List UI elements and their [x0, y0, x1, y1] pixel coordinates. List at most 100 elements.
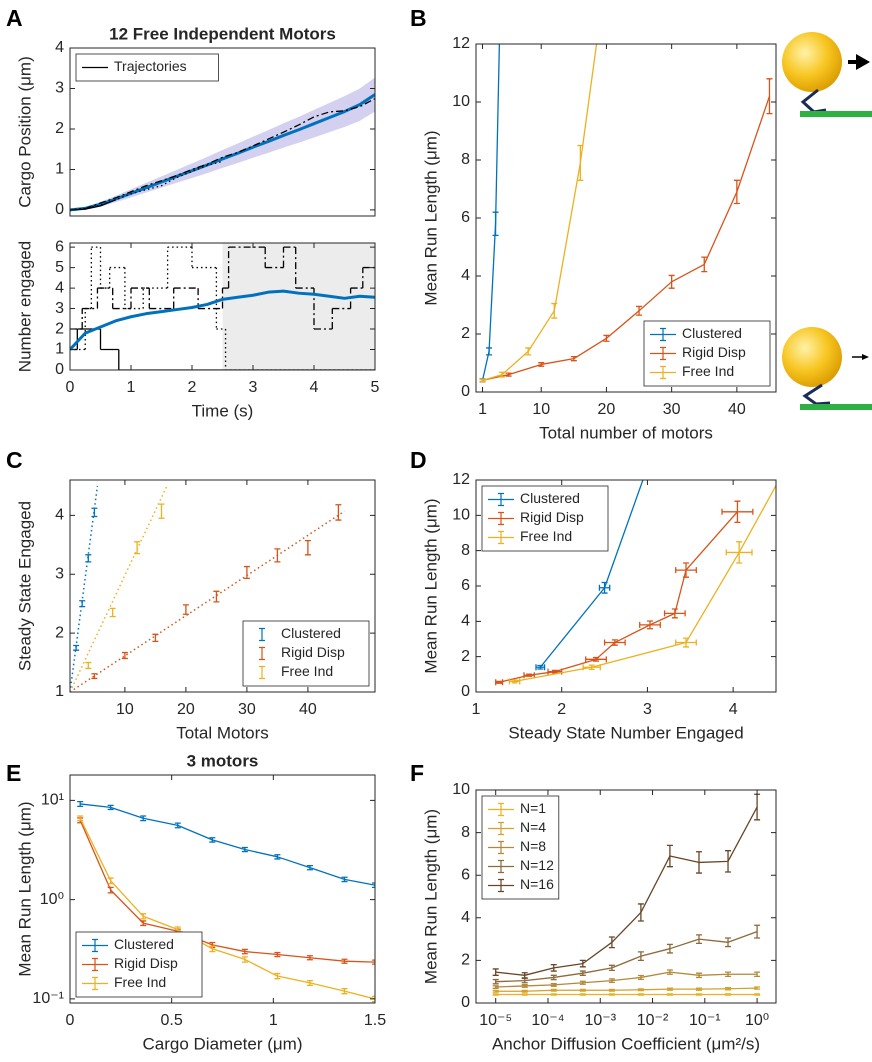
error-bar	[695, 987, 702, 991]
error-bar	[695, 934, 702, 945]
x-axis-label: Total Motors	[176, 723, 269, 742]
plot-area	[77, 801, 375, 1003]
x-error-bar	[535, 664, 546, 671]
x-tick-label: 10⁻⁵	[479, 1012, 512, 1029]
y-tick-label: 1	[55, 341, 64, 358]
legend-label: Free Ind	[114, 974, 166, 990]
legend: Clustered Rigid Disp Free Ind	[643, 320, 771, 387]
legend-errorbar	[498, 530, 504, 545]
error-bar	[492, 993, 499, 996]
error-bar	[579, 970, 586, 976]
x-tick-label: 40	[299, 701, 317, 718]
x-tick-label: 10⁻⁴	[531, 1012, 564, 1029]
error-bar	[637, 903, 644, 922]
x-tick-label: 2	[188, 379, 197, 396]
x-tick-label: 10⁰	[745, 1012, 769, 1029]
line	[495, 806, 758, 976]
error-bar	[603, 334, 610, 342]
y-axis-label: Steady State Engaged	[15, 501, 34, 671]
y-tick-label: 3	[55, 80, 64, 97]
legend-label: Clustered	[114, 936, 174, 952]
error-bar	[306, 979, 313, 987]
axes-frame	[475, 789, 777, 1004]
error-bar	[486, 347, 493, 356]
error-bar	[140, 913, 147, 920]
legend-errorbar	[498, 859, 504, 874]
error-bar	[570, 355, 577, 362]
line	[79, 820, 375, 963]
error-bar	[107, 886, 114, 894]
y-tick-label: 10	[452, 507, 470, 524]
error-bar	[274, 972, 281, 980]
error-bar	[91, 673, 98, 680]
error-bar	[637, 974, 644, 981]
legend-label: N=8	[520, 838, 546, 854]
error-bar	[241, 846, 248, 853]
error-bar	[341, 987, 348, 995]
legend-label: Trajectories	[114, 58, 187, 74]
x-error-bar	[598, 584, 611, 591]
legend-errorbar	[259, 627, 265, 642]
panel-label: B	[410, 5, 427, 31]
error-bar	[274, 548, 281, 563]
error-bar	[579, 959, 586, 968]
y-axis-label: Cargo Position (μm)	[15, 56, 34, 208]
legend-errorbar	[92, 957, 98, 972]
x-axis-label: Total number of motors	[539, 423, 713, 442]
error-bar	[505, 372, 512, 377]
x-error-bar	[547, 668, 563, 675]
y-tick-label: 4	[55, 507, 64, 524]
x-error-bar	[585, 656, 607, 663]
legend-label: Rigid Disp	[114, 955, 178, 971]
x-tick-label: 3	[643, 701, 652, 718]
error-bar	[608, 988, 615, 992]
legend-errorbar	[498, 492, 504, 507]
y-tick-label: 6	[55, 238, 64, 255]
schematic-bottom	[782, 327, 872, 410]
y-tick-label: 5	[55, 259, 64, 276]
fit-line	[70, 510, 345, 692]
error-bar	[754, 971, 761, 978]
legend-label: Rigid Disp	[281, 644, 345, 660]
error-bar	[492, 968, 499, 976]
error-bar	[335, 504, 342, 521]
error-bar	[521, 972, 528, 979]
shaded-region	[222, 243, 375, 370]
error-bar	[77, 815, 84, 822]
y-tick-label: 12	[452, 35, 470, 52]
y-tick-label: 2	[55, 120, 64, 137]
x-tick-label: 4	[310, 379, 319, 396]
x-error-bar	[725, 549, 753, 556]
error-bar	[492, 978, 499, 985]
axes-frame	[69, 242, 376, 371]
legend-errorbar	[660, 346, 666, 361]
legend-label: Rigid Disp	[520, 509, 584, 525]
legend-label: Free Ind	[520, 528, 572, 544]
x-tick-label: 2	[557, 701, 566, 718]
legend-label: Rigid Disp	[682, 344, 746, 360]
error-bar	[766, 78, 773, 115]
y-tick-label: 6	[461, 577, 470, 594]
error-bar	[550, 974, 557, 981]
error-bar	[521, 989, 528, 993]
error-bar	[107, 804, 114, 811]
error-bar	[479, 378, 486, 383]
y-tick-label: 3	[55, 300, 64, 317]
y-tick-label: 10⁰	[40, 891, 64, 908]
error-bar	[213, 590, 220, 603]
legend-label: Clustered	[520, 490, 580, 506]
y-axis-label: Mean Run Length (μm)	[15, 801, 34, 976]
error-bar	[725, 993, 732, 996]
x-error-bar	[603, 639, 626, 646]
y-tick-label: 4	[461, 267, 470, 284]
error-bar	[499, 371, 506, 378]
x-error-bar	[582, 664, 601, 671]
x-error-bar	[721, 508, 754, 515]
error-bar	[754, 924, 761, 939]
error-bar	[579, 980, 586, 985]
error-bar	[140, 920, 147, 927]
legend-errorbar	[259, 646, 265, 661]
error-bar	[492, 211, 499, 237]
panel-label: E	[6, 760, 21, 786]
